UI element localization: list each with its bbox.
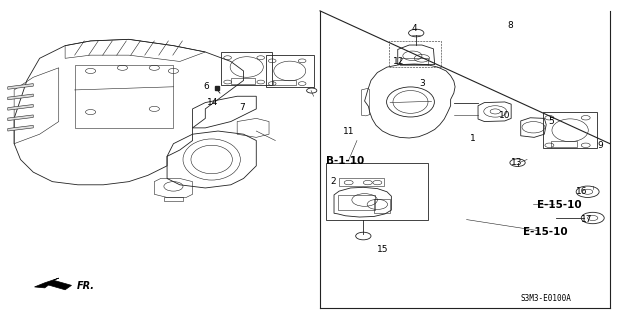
Bar bbox=[231, 78, 255, 84]
Text: 12: 12 bbox=[394, 57, 404, 66]
Bar bbox=[273, 80, 296, 85]
Bar bbox=[266, 55, 314, 87]
Bar bbox=[374, 199, 390, 213]
Bar bbox=[164, 197, 183, 201]
Polygon shape bbox=[8, 94, 33, 100]
Bar bbox=[326, 163, 428, 219]
Text: B-1-10: B-1-10 bbox=[326, 156, 365, 166]
Polygon shape bbox=[8, 125, 33, 131]
Text: 13: 13 bbox=[511, 158, 522, 167]
Text: E-15-10: E-15-10 bbox=[523, 227, 567, 237]
Bar bbox=[389, 41, 441, 67]
Text: 2: 2 bbox=[331, 177, 336, 186]
Text: 17: 17 bbox=[580, 215, 592, 224]
Polygon shape bbox=[8, 115, 33, 121]
Text: E-15-10: E-15-10 bbox=[537, 200, 581, 210]
Bar bbox=[75, 65, 173, 128]
Text: 4: 4 bbox=[412, 24, 417, 33]
Bar bbox=[339, 178, 384, 186]
Text: 16: 16 bbox=[575, 187, 587, 196]
Bar bbox=[221, 52, 272, 85]
Text: FR.: FR. bbox=[77, 281, 95, 291]
Bar bbox=[543, 112, 597, 148]
Text: 5: 5 bbox=[548, 117, 554, 126]
Polygon shape bbox=[8, 84, 33, 89]
Text: 10: 10 bbox=[499, 111, 511, 120]
Text: 11: 11 bbox=[343, 127, 355, 136]
Text: 14: 14 bbox=[207, 98, 219, 107]
Polygon shape bbox=[8, 105, 33, 110]
Polygon shape bbox=[35, 278, 72, 290]
Text: S3M3-E0100A: S3M3-E0100A bbox=[521, 294, 572, 303]
Text: 15: 15 bbox=[377, 245, 388, 254]
Bar bbox=[550, 141, 577, 147]
Text: 3: 3 bbox=[419, 79, 425, 88]
Bar bbox=[338, 195, 375, 210]
Text: 8: 8 bbox=[507, 21, 513, 30]
Text: 9: 9 bbox=[598, 141, 604, 150]
Bar bbox=[399, 58, 428, 65]
Text: 1: 1 bbox=[470, 134, 476, 144]
Text: 6: 6 bbox=[204, 82, 209, 91]
Text: 7: 7 bbox=[239, 103, 244, 112]
